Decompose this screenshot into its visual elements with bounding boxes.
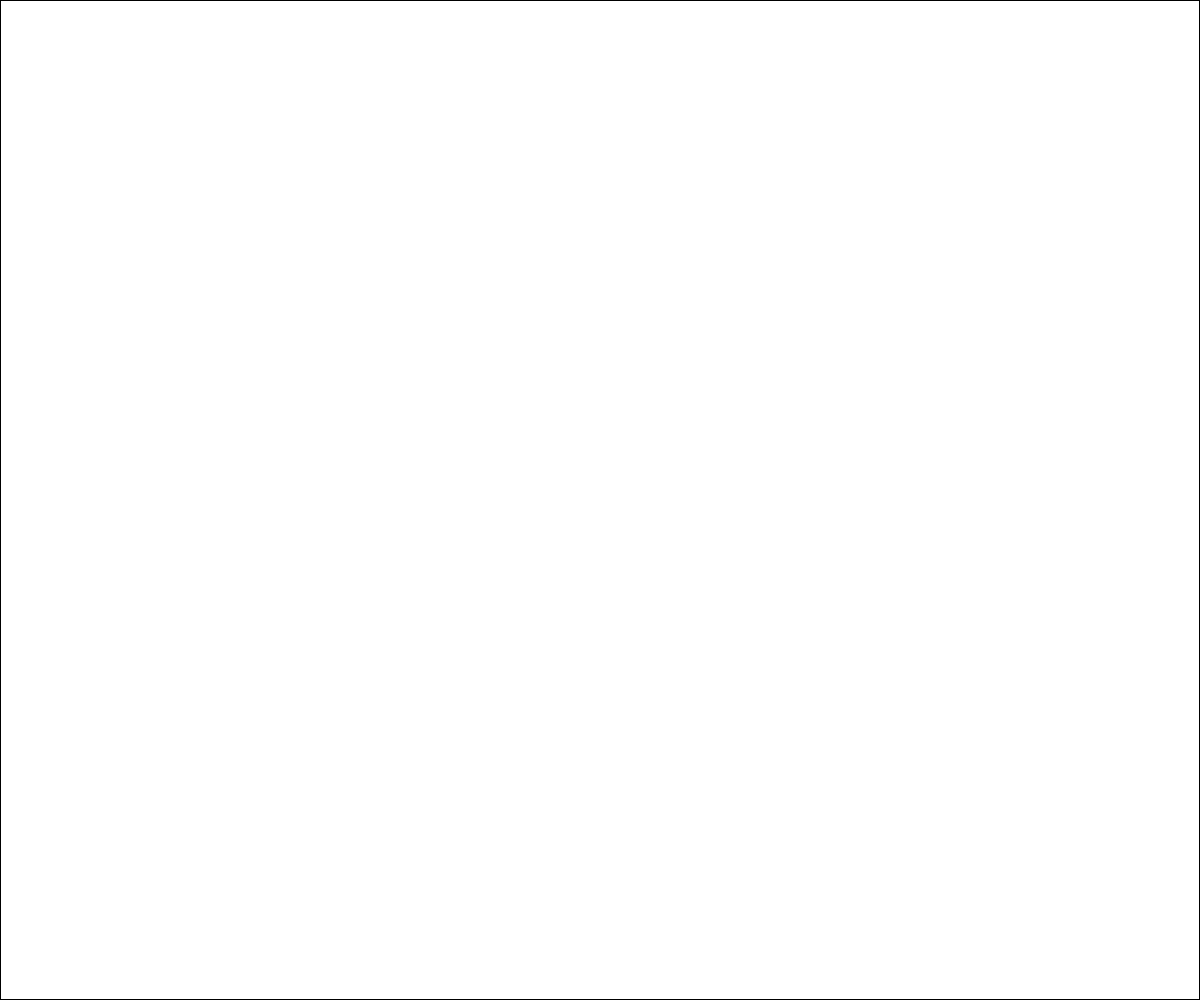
forecast-chart-frame (0, 0, 1200, 1000)
wind-forecast-map (1, 1, 1200, 1000)
